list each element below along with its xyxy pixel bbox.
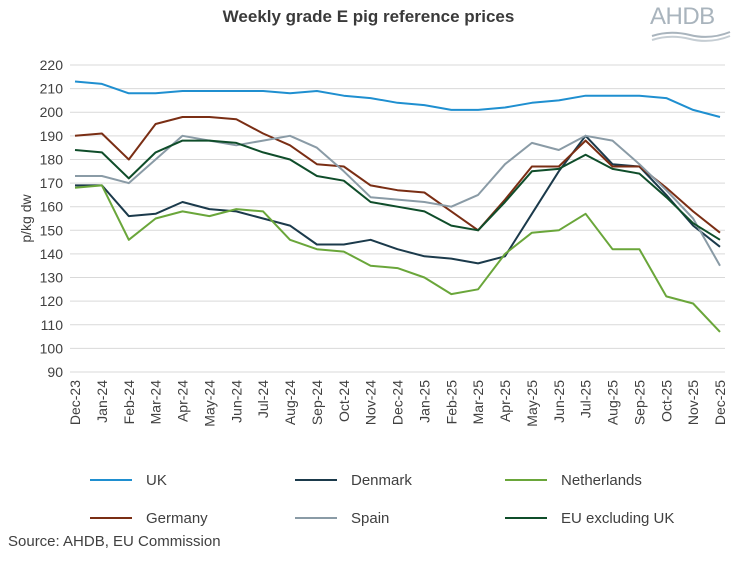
series-line-eu-excluding-uk [74, 139, 721, 241]
series-line-germany [74, 116, 721, 234]
y-tick-label: 120 [40, 293, 64, 309]
x-tick-label: Jan-24 [94, 380, 110, 423]
x-tick-label: Oct-24 [336, 380, 352, 422]
chart-title: Weekly grade E pig reference prices [222, 7, 515, 26]
x-tick-label: Jul-25 [578, 380, 594, 418]
source-note: Source: AHDB, EU Commission [8, 533, 221, 550]
x-tick-label: Oct-25 [658, 380, 674, 422]
y-tick-label: 170 [40, 175, 64, 191]
y-tick-label: 130 [40, 270, 64, 286]
logo-text: AHDB [650, 3, 715, 30]
x-tick-label: Jan-25 [416, 380, 432, 423]
x-tick-label: Dec-23 [67, 380, 83, 425]
y-tick-label: 90 [47, 364, 63, 380]
x-tick-label: Jul-24 [255, 380, 271, 418]
x-tick-label: Sep-24 [309, 380, 325, 425]
y-tick-label: 180 [40, 151, 64, 167]
y-tick-label: 150 [40, 222, 64, 238]
x-tick-label: Jun-25 [551, 380, 567, 423]
y-axis-label: p/kg dw [18, 193, 34, 242]
series-line-denmark [75, 134, 721, 265]
x-tick-label: Aug-25 [605, 380, 621, 425]
legend-label: Spain [351, 510, 389, 527]
x-tick-label: Apr-24 [175, 380, 191, 422]
x-tick-label: Feb-25 [443, 380, 459, 425]
y-tick-label: 110 [41, 317, 64, 333]
x-tick-label: Aug-24 [282, 380, 298, 425]
y-tick-label: 220 [40, 57, 64, 73]
x-tick-label: Mar-25 [470, 380, 486, 425]
x-tick-label: Apr-25 [497, 380, 513, 422]
legend-label: EU excluding UK [561, 510, 674, 527]
x-tick-label: Mar-24 [148, 380, 164, 425]
legend-label: Netherlands [561, 472, 642, 489]
y-tick-label: 200 [40, 104, 64, 120]
line-chart: 90 100 110 120 130 140 150 160 170 180 190 200 210 22… [18, 57, 728, 527]
x-tick-label: May-24 [201, 380, 217, 427]
y-tick-label: 100 [40, 340, 64, 356]
y-tick-label: 190 [40, 128, 64, 144]
series-line-netherlands [74, 184, 721, 333]
x-tick-label: Nov-24 [363, 380, 379, 425]
x-tick-label: Nov-25 [685, 380, 701, 425]
x-tick-label: Dec-24 [390, 380, 406, 425]
legend-label: UK [146, 472, 167, 489]
y-tick-label: 160 [40, 199, 64, 215]
legend-label: Germany [146, 510, 208, 527]
logo-wave-icon [651, 31, 731, 42]
legend-label: Denmark [351, 472, 412, 489]
x-tick-label: Sep-25 [631, 380, 647, 425]
ahdb-logo: AHDB [650, 2, 732, 42]
y-tick-label: 140 [40, 246, 64, 262]
series-line-spain [75, 134, 721, 267]
x-tick-label: Dec-25 [712, 380, 728, 425]
series-line-uk [74, 80, 721, 118]
y-tick-label: 210 [40, 81, 64, 97]
x-tick-label: Jun-24 [228, 380, 244, 423]
x-tick-label: May-25 [524, 380, 540, 427]
x-tick-label: Feb-24 [121, 380, 137, 425]
